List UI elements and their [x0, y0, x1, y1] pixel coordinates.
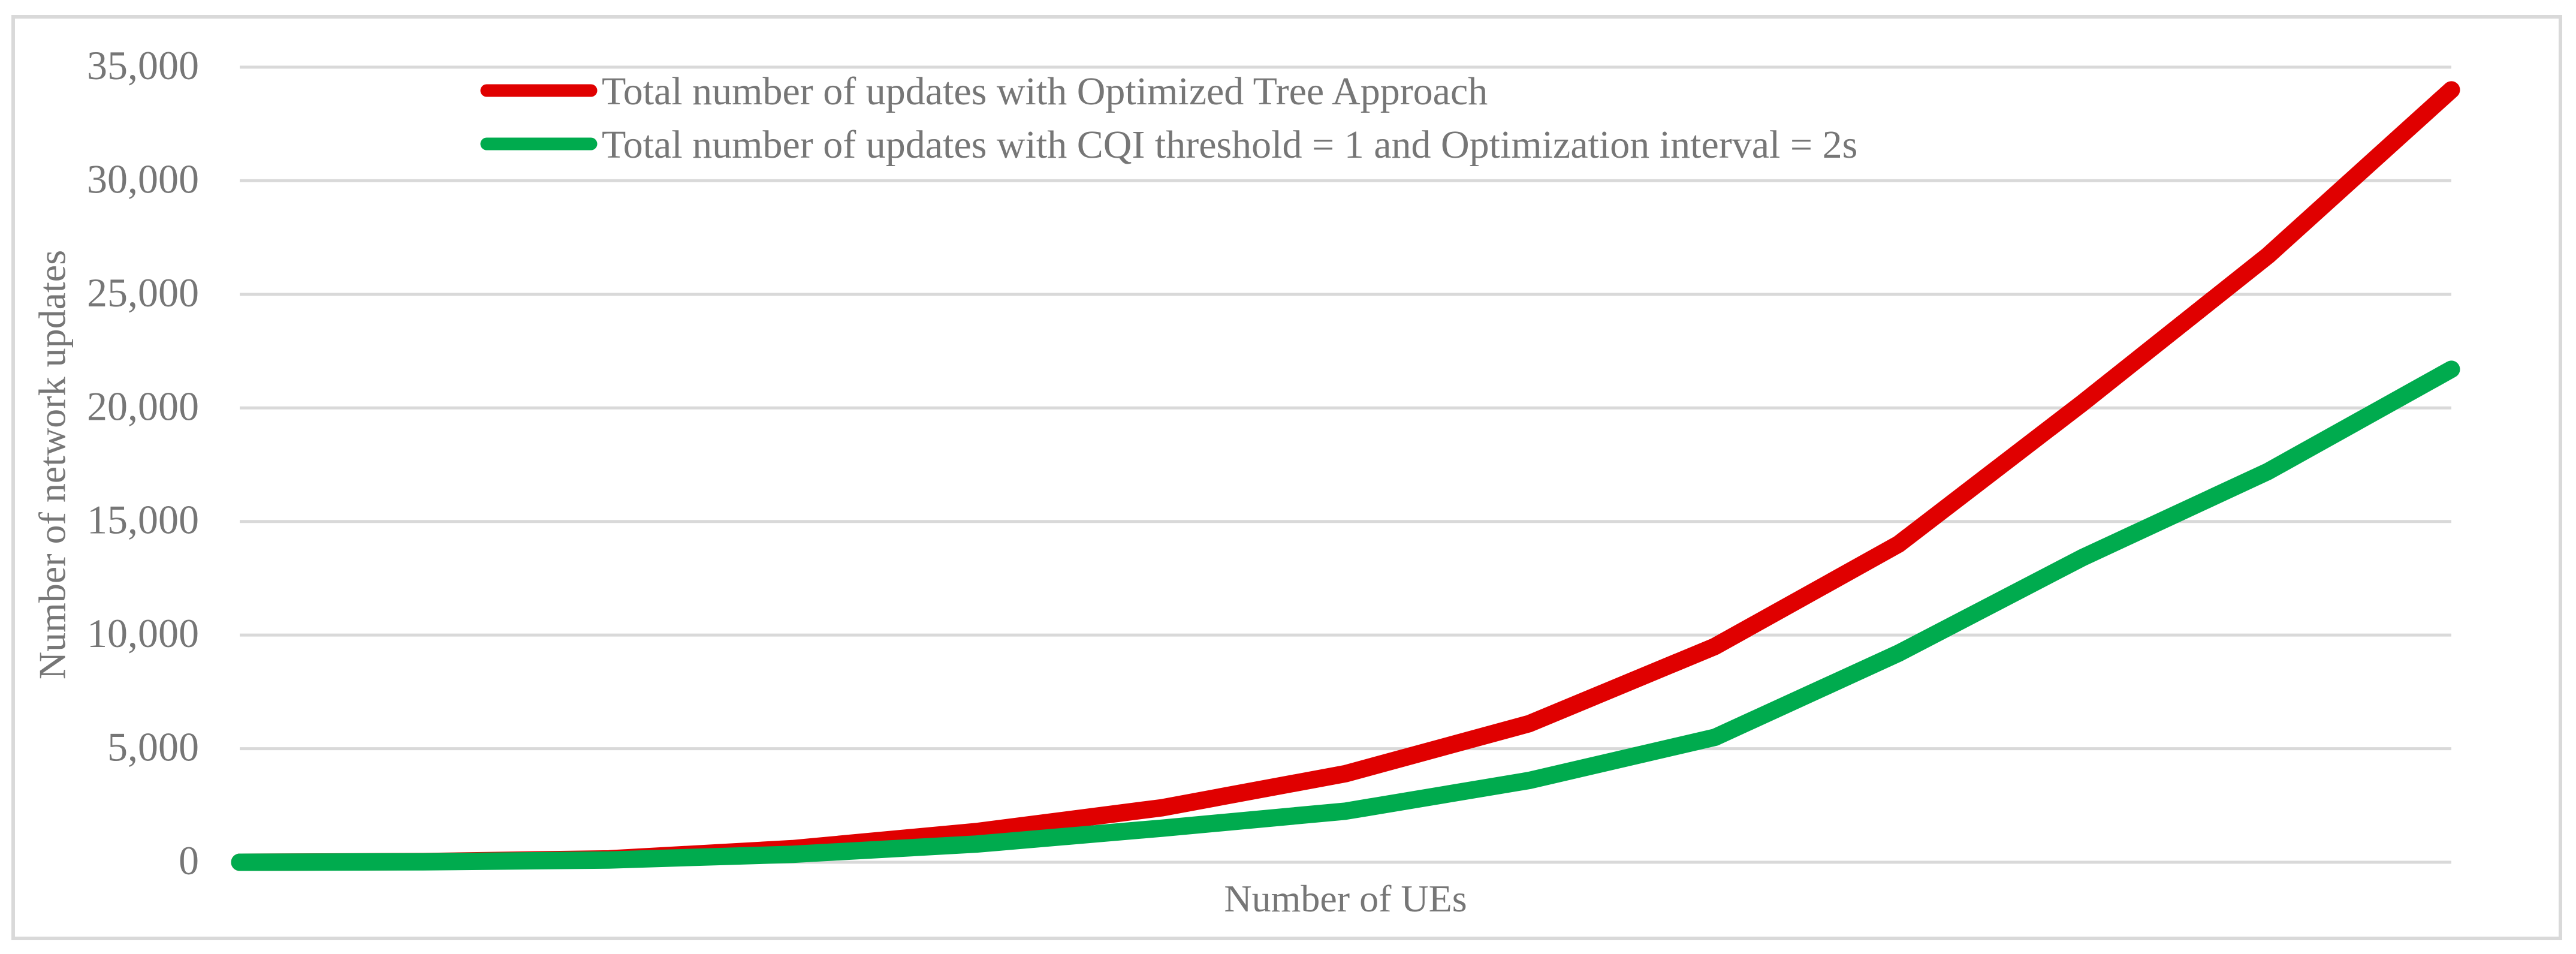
- y-tick-label: 0: [179, 838, 199, 883]
- y-tick-label: 20,000: [87, 383, 199, 429]
- legend-label-optimized-tree: Total number of updates with Optimized T…: [602, 70, 1488, 113]
- series-line-cqi-threshold-1-interval-2s: [231, 360, 2460, 871]
- y-axis-tick-labels: 0 5,000 10,000 15,000 20,000 25,000 30,000 35,0…: [87, 43, 199, 883]
- y-tick-label: 35,000: [87, 43, 199, 88]
- y-tick-label: 5,000: [107, 724, 199, 770]
- y-tick-label: 10,000: [87, 610, 199, 656]
- series-lines: [231, 81, 2460, 871]
- figure-border: [11, 15, 2562, 940]
- gridlines: [240, 65, 2451, 864]
- legend-item-cqi-threshold: Total number of updates with CQI thresho…: [480, 123, 1857, 167]
- series-line-optimized-tree-approach: [231, 81, 2460, 871]
- x-axis-title: Number of UEs: [1224, 877, 1467, 920]
- legend-item-optimized-tree: Total number of updates with Optimized T…: [480, 70, 1488, 113]
- legend: Total number of updates with Optimized T…: [480, 70, 1857, 167]
- legend-label-cqi-threshold: Total number of updates with CQI thresho…: [602, 123, 1857, 167]
- y-tick-label: 25,000: [87, 270, 199, 315]
- y-tick-label: 30,000: [87, 156, 199, 201]
- y-tick-label: 15,000: [87, 497, 199, 543]
- y-axis-title: Number of network updates: [31, 250, 73, 679]
